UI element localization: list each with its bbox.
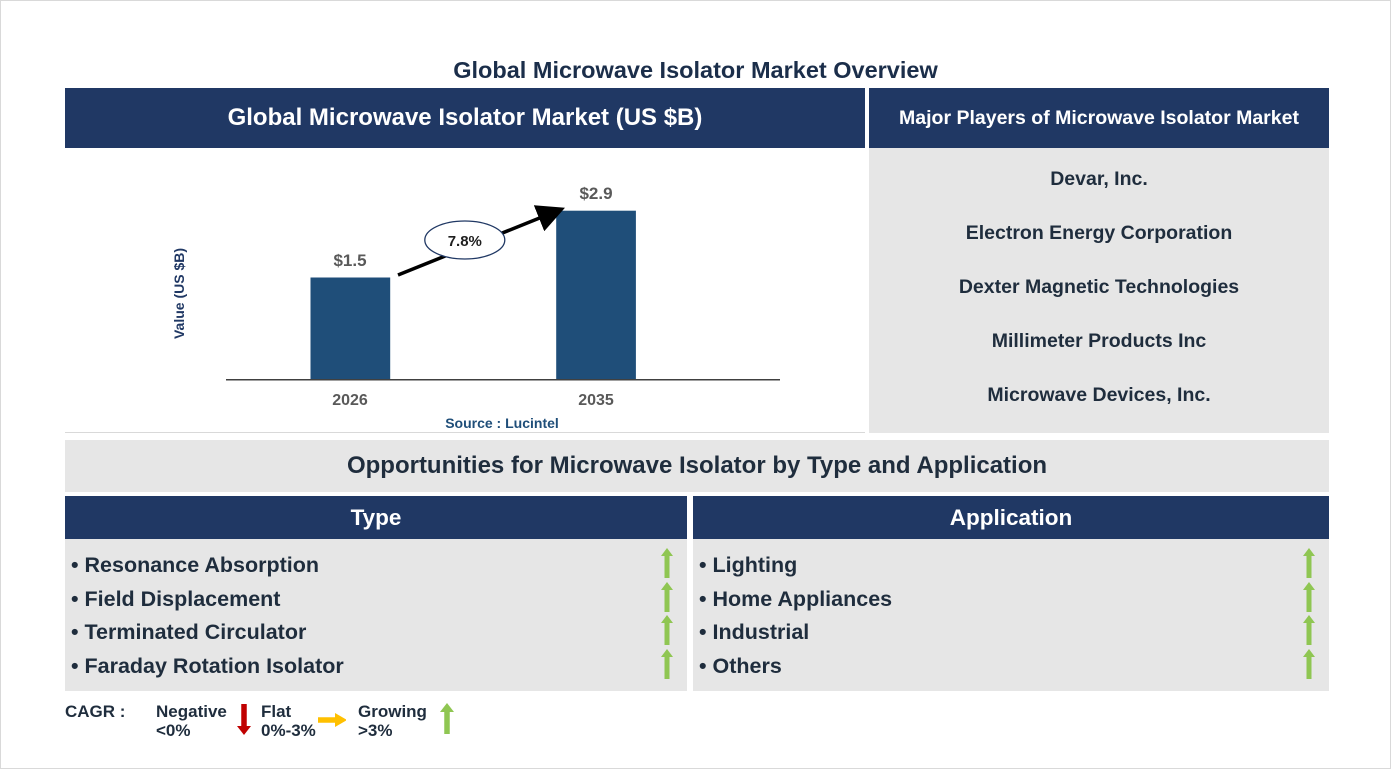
- svg-text:Source : Lucintel: Source : Lucintel: [445, 415, 559, 431]
- svg-text:7.8%: 7.8%: [448, 233, 482, 250]
- svg-text:2035: 2035: [578, 392, 614, 409]
- svg-text:$1.5: $1.5: [333, 251, 366, 270]
- svg-text:$2.9: $2.9: [579, 184, 612, 203]
- svg-text:2026: 2026: [332, 392, 368, 409]
- svg-text:Value (US $B): Value (US $B): [171, 248, 187, 339]
